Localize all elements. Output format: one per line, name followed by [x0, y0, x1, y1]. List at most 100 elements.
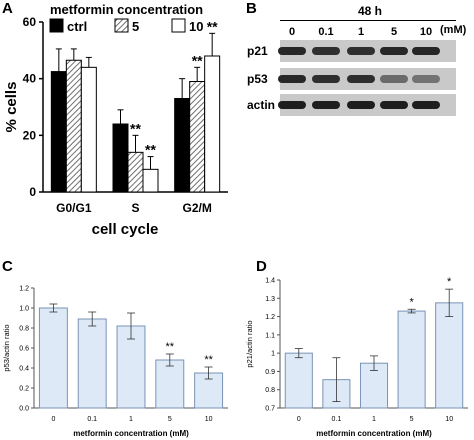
chart-c-p53: 0.0 0.2 0.4 0.6 0.8 1.0 1.2 p53/actin ratio metf…: [2, 286, 228, 438]
blot-band: [278, 101, 306, 109]
d-x-tick-label: 5: [410, 416, 414, 423]
c-bar: [38, 307, 68, 409]
a-significance-mark: **: [192, 52, 203, 68]
blot-strip: [278, 68, 456, 90]
c-y-tick-label: 0.4: [19, 366, 29, 373]
a-legend-label: ctrl: [67, 19, 87, 34]
western-blot: 48 h (mM) 0 0.1 1 5 10 p21 p53 actin: [246, 0, 474, 130]
chart-d-p21: 0.7 0.8 0.9 1 1.1 1.2 1.3 1.4 p21/actin ratio met…: [245, 276, 468, 438]
d-y-tick-label: 1.1: [265, 332, 275, 339]
d-x-axis-label: metformin concentration (mM): [316, 429, 432, 438]
a-legend-swatch: [49, 18, 64, 33]
blot-band: [412, 47, 440, 55]
chart-a-cell-cycle: 0 20 40 60 % cells cell cycle metformin concen…: [3, 2, 228, 238]
c-y-tick-label: 1.0: [19, 306, 29, 313]
c-y-tick-label: 1.2: [19, 286, 29, 293]
c-y-tick-label: 0.0: [19, 406, 29, 413]
blot-band: [347, 47, 375, 55]
a-legend-swatch: [171, 18, 186, 33]
blot-row-label: actin: [247, 98, 276, 112]
blot-lane-label: 0: [288, 26, 296, 38]
a-bar: [80, 66, 97, 193]
a-x-tick-label: G0/G1: [56, 201, 92, 215]
a-x-axis-label: cell cycle: [92, 221, 159, 238]
a-y-axis-label: % cells: [3, 82, 20, 133]
panel-b-letter: B: [246, 0, 257, 17]
a-x-tick-label: S: [131, 201, 139, 215]
c-x-tick-label: 5: [168, 416, 172, 423]
blot-row-label: p53: [247, 72, 268, 86]
a-y-tick-label: 0: [29, 185, 36, 199]
c-x-tick-label: 1: [129, 416, 133, 423]
d-y-tick-label: 0.7: [265, 406, 275, 413]
a-bar: [112, 123, 129, 193]
d-bar: [397, 310, 426, 409]
c-bar: [155, 359, 185, 409]
d-x-tick-label: 10: [445, 416, 453, 423]
blot-band: [278, 47, 306, 55]
a-significance-mark: **: [207, 18, 218, 34]
blot-band: [278, 75, 306, 83]
blot-band: [312, 75, 340, 83]
d-bar: [435, 302, 464, 409]
a-y-tick-label: 20: [23, 128, 37, 142]
a-bar: [174, 98, 191, 193]
c-y-axis-label: p53/actin ratio: [2, 324, 11, 371]
panel-a-letter: A: [2, 0, 13, 17]
d-y-tick-label: 0.9: [265, 369, 275, 376]
blot-band: [412, 75, 440, 83]
blot-band: [380, 101, 408, 109]
blot-strip: [278, 40, 456, 62]
c-significance-mark: **: [166, 341, 175, 353]
blot-time-bracket: [280, 20, 456, 21]
d-significance-mark: *: [409, 296, 414, 308]
d-bar: [284, 352, 313, 409]
a-bar: [65, 59, 82, 193]
blot-lane-label: 1: [357, 26, 365, 38]
blot-band: [380, 47, 408, 55]
d-y-tick-label: 1: [271, 351, 275, 358]
c-bar: [77, 318, 107, 409]
a-legend-label: 5: [132, 19, 139, 34]
d-y-tick-label: 0.8: [265, 387, 275, 394]
d-x-tick-label: 0.1: [332, 416, 342, 423]
d-x-tick-label: 1: [372, 416, 376, 423]
d-significance-mark: *: [447, 276, 452, 288]
blot-lane-label: 5: [390, 26, 398, 38]
a-bar: [127, 151, 144, 193]
c-x-tick-label: 0.1: [87, 416, 97, 423]
d-bar: [359, 362, 389, 409]
a-bar: [50, 71, 67, 193]
c-significance-mark: **: [204, 354, 213, 366]
blot-band: [312, 47, 340, 55]
blot-strip: [278, 94, 456, 116]
a-significance-mark: **: [130, 120, 141, 136]
panel-c-letter: C: [2, 258, 13, 275]
blot-row-label: p21: [247, 44, 268, 58]
d-x-tick-label: 0: [297, 416, 301, 423]
c-x-tick-label: 0: [51, 416, 55, 423]
c-x-axis-label: metformin concentration (mM): [73, 429, 189, 438]
a-legend-title: metformin concentration: [50, 2, 203, 17]
c-y-tick-label: 0.2: [19, 386, 29, 393]
d-y-axis-label: p21/actin ratio: [245, 320, 254, 367]
blot-band: [312, 101, 340, 109]
blot-band: [380, 75, 408, 83]
a-x-tick-label: G2/M: [182, 201, 211, 215]
a-bar: [189, 81, 206, 193]
a-y-tick-label: 40: [23, 72, 37, 86]
blot-band: [347, 75, 375, 83]
d-y-tick-label: 1.3: [265, 296, 275, 303]
a-y-tick-label: 60: [23, 15, 37, 29]
a-significance-mark: **: [145, 142, 156, 158]
a-legend-swatch: [114, 18, 129, 33]
blot-lane-label: 0.1: [318, 26, 334, 38]
a-bar: [142, 168, 159, 193]
blot-unit-label: (mM): [440, 24, 467, 36]
c-y-tick-label: 0.6: [19, 346, 29, 353]
a-legend-label: 10: [189, 19, 203, 34]
a-bar: [204, 55, 221, 193]
d-y-tick-label: 1.2: [265, 314, 275, 321]
d-y-tick-label: 1.4: [265, 278, 275, 285]
blot-band: [347, 101, 375, 109]
